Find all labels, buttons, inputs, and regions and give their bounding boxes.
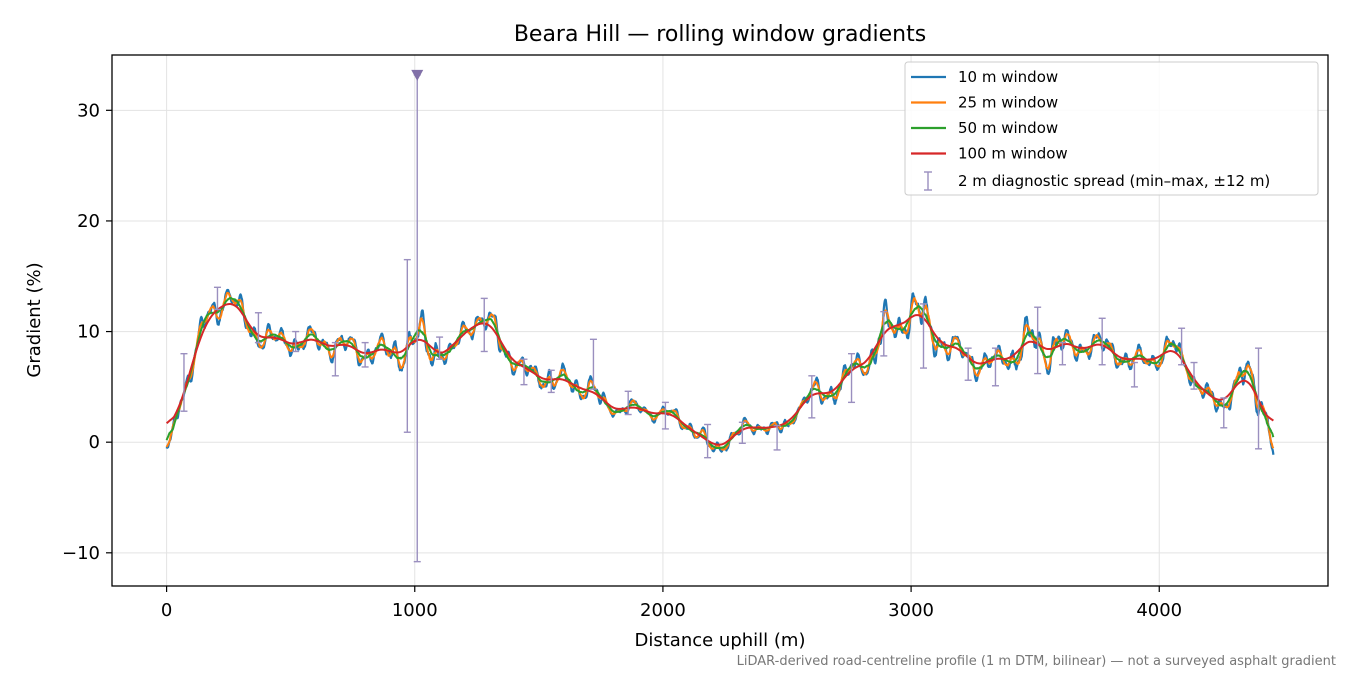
legend-label: 50 m window <box>958 119 1058 137</box>
diagnostic-errorbar <box>773 424 781 451</box>
footnote: LiDAR-derived road-centreline profile (1… <box>737 654 1336 669</box>
legend-label: 100 m window <box>958 145 1068 163</box>
diagnostic-errorbar <box>361 341 369 368</box>
x-tick-label: 0 <box>161 600 172 621</box>
diagnostic-errorbar <box>880 310 888 357</box>
diagnostic-errorbar <box>436 336 444 360</box>
x-tick-label: 2000 <box>640 600 686 621</box>
diagnostic-errorbar <box>1098 317 1106 366</box>
series-line <box>165 296 1275 450</box>
diagnostic-errorbar <box>738 421 746 444</box>
diagnostic-errorbar <box>991 347 999 387</box>
plot-frame <box>111 54 1329 587</box>
legend-label: 2 m diagnostic spread (min–max, ±12 m) <box>958 172 1270 190</box>
diagnostic-errorbar <box>520 358 528 386</box>
y-tick-label: 20 <box>77 211 100 232</box>
diagnostic-errorbar <box>403 258 411 433</box>
y-axis-label: Gradient (%) <box>24 262 45 377</box>
y-tick-label: 10 <box>77 322 100 343</box>
diagnostic-errorbar <box>1178 327 1186 366</box>
diagnostic-errorbar <box>1255 347 1263 450</box>
diagnostic-errorbar <box>292 330 300 353</box>
diagnostic-errorbar <box>331 341 339 377</box>
diagnostic-errorbar <box>213 286 221 311</box>
x-tick-label: 1000 <box>392 600 438 621</box>
diagnostic-errorbar <box>180 352 188 412</box>
diagnostic-errorbar <box>480 297 488 353</box>
series-line <box>165 303 1274 446</box>
y-tick-label: −10 <box>62 543 100 564</box>
diagnostic-errorbar <box>589 338 597 390</box>
legend-label: 10 m window <box>958 68 1058 86</box>
diagnostic-spread <box>180 69 1263 563</box>
diagnostic-errorbar <box>919 303 927 369</box>
legend: 10 m window 25 m window 50 m window 100 m w… <box>904 61 1319 196</box>
diagnostic-errorbar <box>661 401 669 430</box>
diagnostic-errorbar <box>1130 361 1138 388</box>
diagnostic-errorbar <box>848 352 856 404</box>
y-tick-label: 0 <box>89 432 100 453</box>
legend-errorbar-icon <box>924 171 932 191</box>
diagnostic-errorbar <box>547 369 555 394</box>
diagnostic-errorbar <box>1220 397 1228 429</box>
series-layer <box>165 288 1275 455</box>
legend-label: 25 m window <box>958 94 1058 112</box>
x-axis-label: Distance uphill (m) <box>635 630 806 651</box>
outlier-marker <box>411 69 424 81</box>
chart-title: Beara Hill — rolling window gradients <box>514 22 926 47</box>
diagnostic-errorbar <box>624 390 632 416</box>
x-tick-label: 4000 <box>1136 600 1182 621</box>
diagnostic-errorbar <box>254 312 262 344</box>
diagnostic-errorbar <box>704 423 712 459</box>
diagnostic-errorbar <box>964 347 972 381</box>
diagnostic-errorbar <box>1190 361 1198 390</box>
diagnostic-errorbar <box>808 375 816 419</box>
diagnostic-errorbar <box>1058 341 1066 366</box>
x-tick-label: 3000 <box>888 600 934 621</box>
y-tick-label: 30 <box>77 100 100 121</box>
legend-box <box>904 61 1319 196</box>
axis-ticks: 0 1000 2000 3000 4000 −10 0 10 20 30 <box>62 100 1182 621</box>
diagnostic-errorbar <box>1034 306 1042 375</box>
